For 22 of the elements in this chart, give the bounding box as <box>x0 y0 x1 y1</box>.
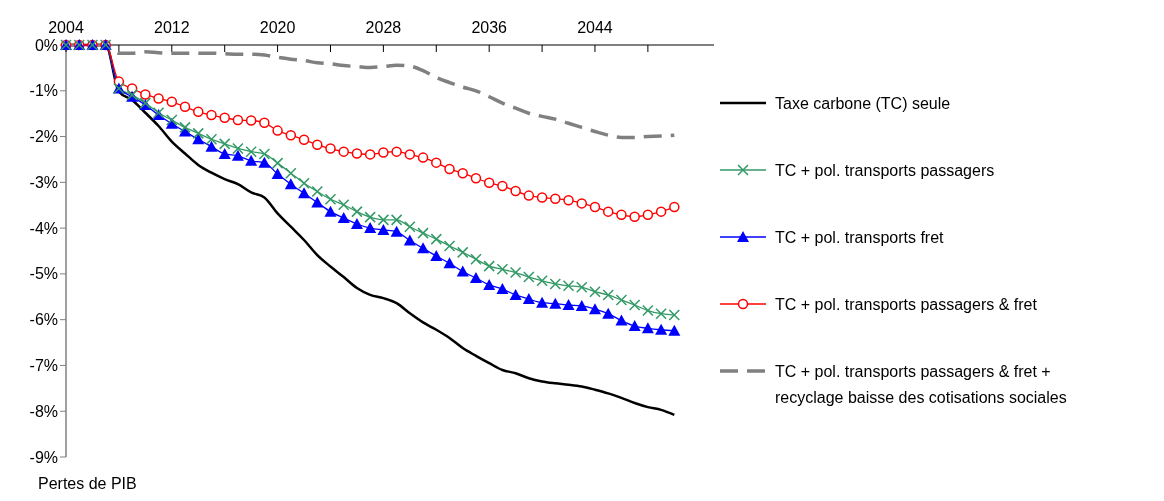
legend-label: Taxe carbone (TC) seule <box>775 94 951 112</box>
y-tick-label: -6% <box>29 311 58 329</box>
x-tick-label: 2028 <box>365 19 402 36</box>
legend-label: TC + pol. transports fret <box>775 228 945 246</box>
y-tick-label: -5% <box>29 265 58 283</box>
y-tick-label: 0% <box>34 36 58 54</box>
x-tick-label: 2004 <box>48 19 84 36</box>
y-tick-label: -8% <box>29 402 58 420</box>
y-tick-label: -4% <box>29 219 58 237</box>
y-tick-label: -9% <box>29 448 58 466</box>
y-axis-title: Pertes de PIB <box>38 475 137 492</box>
y-tick-label: -3% <box>29 173 58 191</box>
legend-label: TC + pol. transports passagers & fret + recyclage baisse des cotisations sociales <box>775 362 1067 406</box>
x-tick-label: 2036 <box>471 19 508 36</box>
y-tick-label: -7% <box>29 357 58 375</box>
x-tick-label: 2012 <box>154 19 190 36</box>
legend-label: TC + pol. transports passagers & fret <box>775 295 1038 313</box>
legend-label: TC + pol. transports passagers <box>775 161 995 179</box>
x-tick-label: 2044 <box>577 19 613 36</box>
x-tick-label: 2020 <box>259 19 296 36</box>
y-tick-label: -2% <box>29 128 58 146</box>
y-tick-label: -1% <box>29 82 58 100</box>
